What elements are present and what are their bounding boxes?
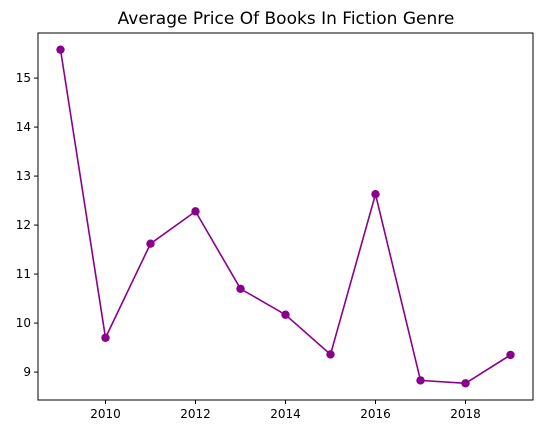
y-tick-label: 10: [16, 316, 31, 330]
data-point: [461, 379, 470, 388]
data-point: [236, 284, 245, 293]
data-point: [56, 45, 65, 54]
y-tick-label: 13: [16, 169, 31, 183]
data-point: [146, 239, 155, 248]
x-tick-label: 2014: [270, 407, 301, 421]
x-tick-label: 2018: [450, 407, 481, 421]
y-tick-label: 14: [16, 120, 31, 134]
data-point: [371, 190, 380, 199]
data-point: [326, 350, 335, 359]
data-point: [101, 333, 110, 342]
series-layer: [56, 45, 515, 388]
plot-frame: [37, 32, 534, 401]
series-line: [59, 49, 511, 385]
data-point: [416, 376, 425, 385]
axes: 2010 2012 2014 2016 2018 9 10 11 12 13 14 15: [16, 32, 534, 421]
y-tick-label: 9: [23, 365, 31, 379]
data-point: [191, 207, 200, 216]
chart-title: Average Price Of Books In Fiction Genre: [118, 9, 455, 29]
x-tick-label: 2010: [90, 407, 121, 421]
y-tick-label: 15: [16, 71, 31, 85]
data-point: [281, 310, 290, 319]
y-tick-label: 12: [16, 218, 31, 232]
y-tick-label: 11: [16, 267, 31, 281]
data-point: [506, 350, 515, 360]
x-tick-label: 2012: [180, 407, 211, 421]
x-tick-label: 2016: [360, 407, 391, 421]
